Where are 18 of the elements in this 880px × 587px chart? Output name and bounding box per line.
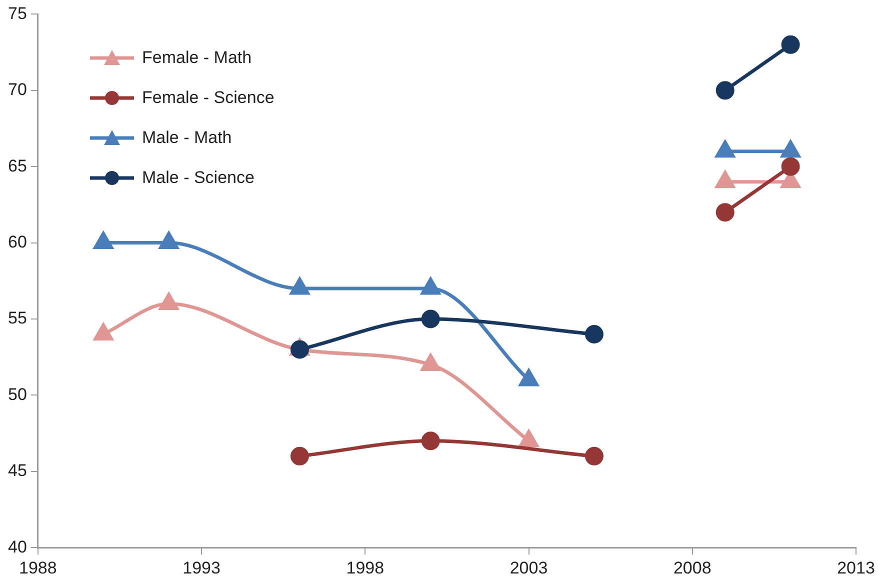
y-tick-label: 50	[8, 384, 27, 404]
y-tick-label: 40	[8, 537, 27, 556]
x-tick-label: 2013	[837, 558, 875, 578]
legend-label: Female - Math	[142, 48, 252, 68]
x-tick-label: 2008	[673, 558, 712, 578]
x-tick-label: 1998	[346, 558, 384, 578]
x-tick-label: 1993	[182, 558, 220, 578]
y-tick-label: 65	[8, 156, 27, 176]
legend-label: Female - Science	[142, 88, 274, 108]
y-tick-label: 70	[8, 80, 27, 100]
x-tick-label: 1988	[18, 558, 57, 578]
x-tick-label: 2003	[510, 558, 548, 578]
y-tick-label: 55	[8, 308, 27, 328]
legend-label: Male - Math	[142, 128, 232, 148]
y-tick-label: 60	[8, 232, 27, 252]
y-tick-label: 75	[8, 4, 27, 23]
legend-label: Male - Science	[142, 168, 254, 188]
y-tick-label: 45	[8, 461, 27, 480]
